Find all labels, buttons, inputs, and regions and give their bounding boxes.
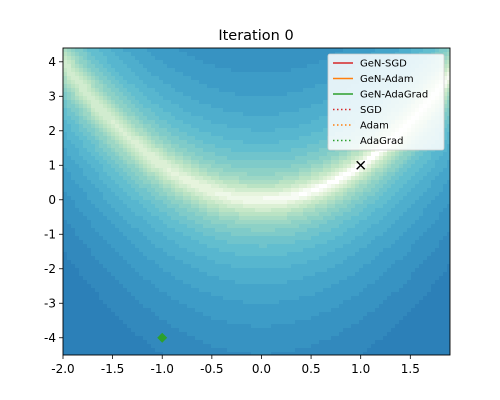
y-tick-label: 0 <box>48 193 56 207</box>
x-tick-label: -1.0 <box>151 362 174 376</box>
legend-box <box>327 53 445 151</box>
y-tick-label: -4 <box>44 331 56 345</box>
x-tick-label: 1.0 <box>351 362 370 376</box>
legend-label: Adam <box>360 121 389 132</box>
start-marker <box>157 332 168 343</box>
x-tick-label: -2.0 <box>51 362 74 376</box>
y-tick-label: -3 <box>44 296 56 310</box>
legend-label: AdaGrad <box>360 136 403 147</box>
y-axis: -4 -3 -2 -1 0 1 2 3 4 <box>44 55 63 345</box>
y-tick-label: 4 <box>48 55 56 69</box>
legend-label: GeN-AdaGrad <box>360 90 428 101</box>
x-tick-label: 1.5 <box>401 362 420 376</box>
legend-label: GeN-SGD <box>360 59 407 70</box>
legend-label: GeN-Adam <box>360 74 414 85</box>
legend-label: SGD <box>360 105 382 116</box>
x-axis: -2.0 -1.5 -1.0 -0.5 0.0 0.5 1.0 1.5 <box>51 355 420 376</box>
y-tick-label: -1 <box>44 227 56 241</box>
plot-frame <box>62 47 451 356</box>
markers <box>157 160 366 343</box>
y-tick-label: 1 <box>48 158 56 172</box>
y-tick-label: -2 <box>44 262 56 276</box>
x-tick-label: -0.5 <box>200 362 223 376</box>
legend: GeN-SGD GeN-Adam GeN-AdaGrad SGD Adam AdaGrad <box>327 53 445 151</box>
chart-title: Iteration 0 <box>218 28 293 44</box>
y-tick-label: 2 <box>48 124 56 138</box>
x-tick-label: -1.5 <box>101 362 124 376</box>
x-tick-label: 0.5 <box>302 362 321 376</box>
y-tick-label: 3 <box>48 89 56 103</box>
optimum-marker <box>356 160 366 170</box>
x-tick-label: 0.0 <box>252 362 271 376</box>
